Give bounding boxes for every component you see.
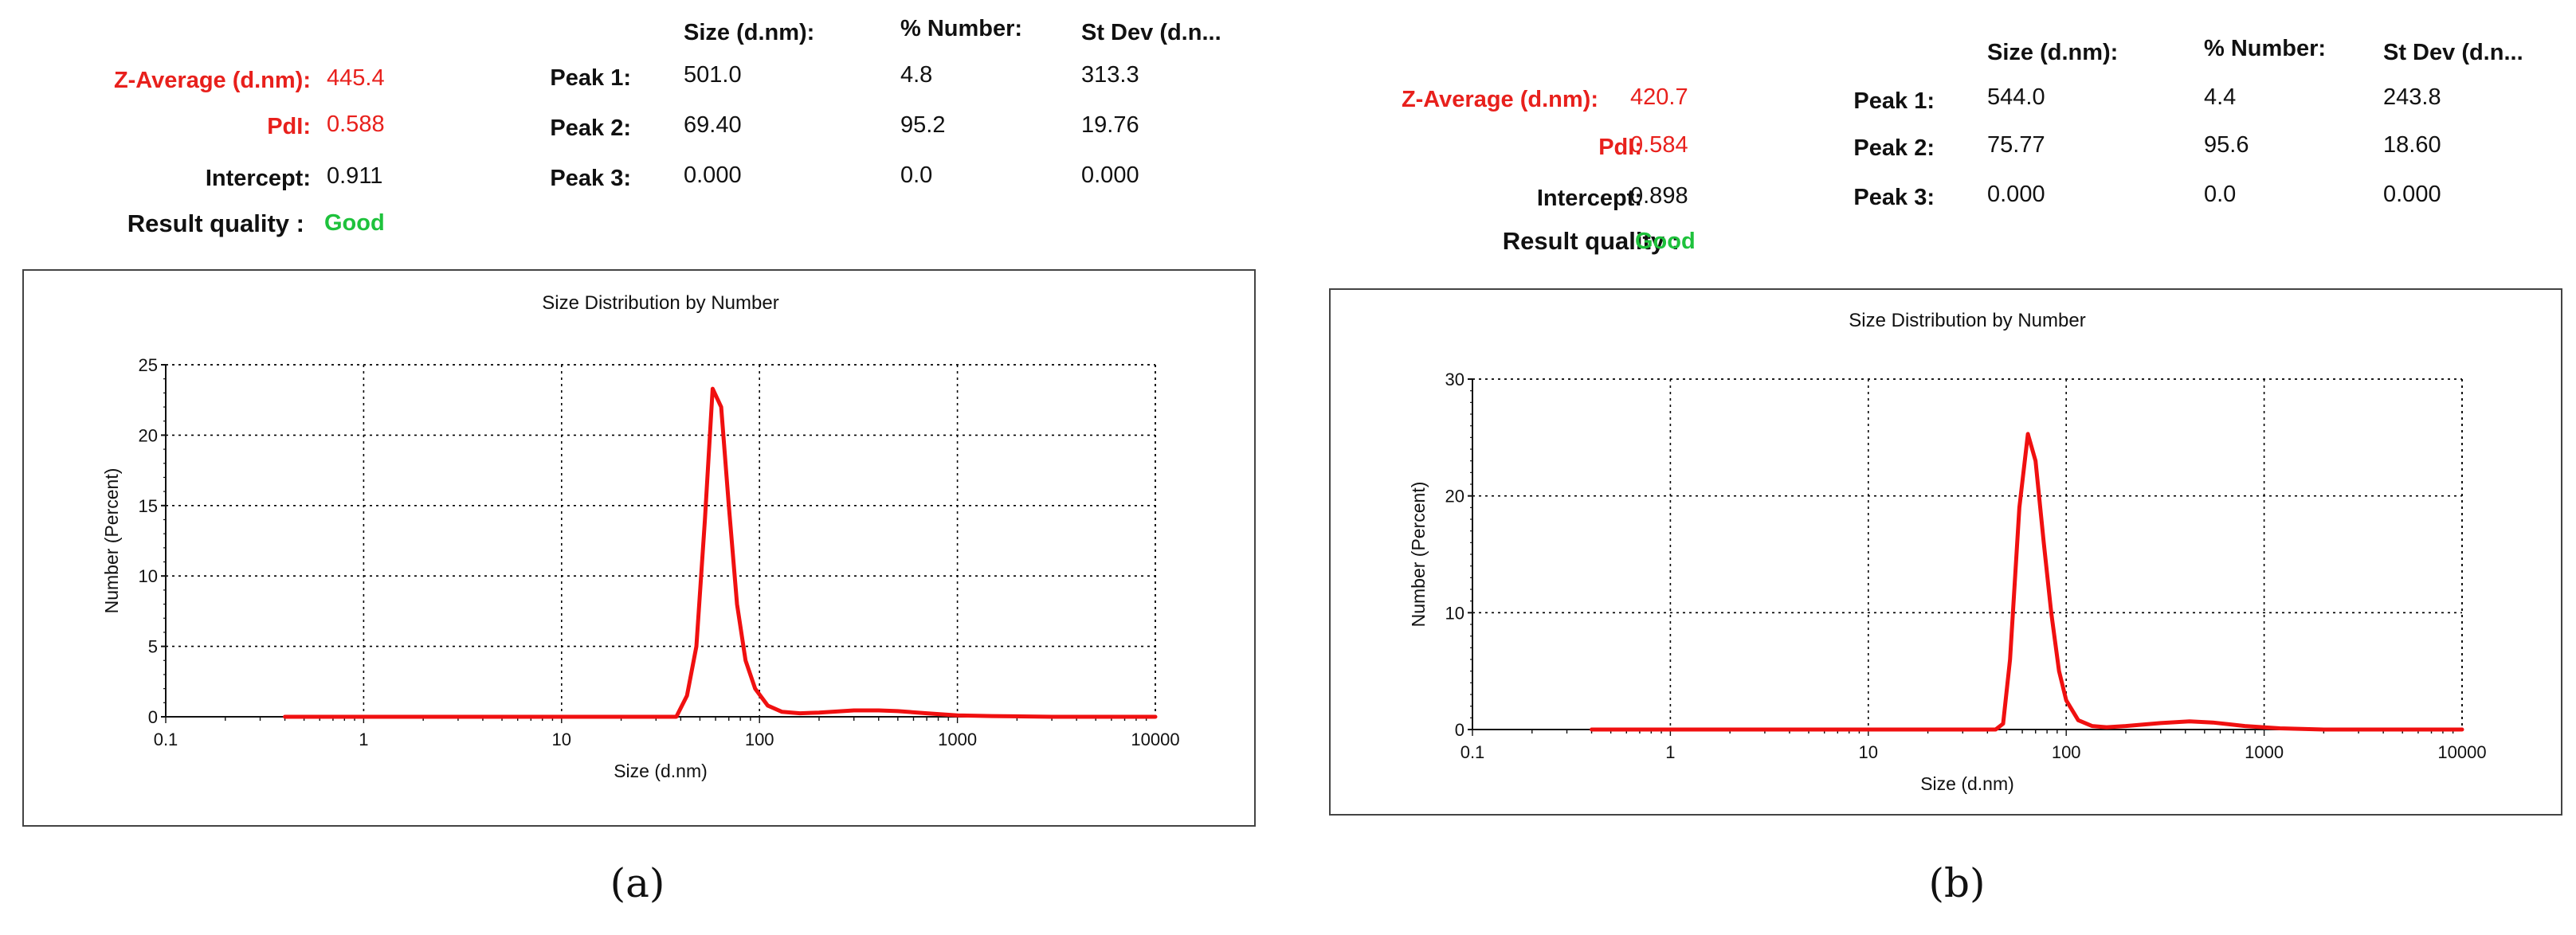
z-average-value: 420.7 [1630,84,1688,110]
distribution-curve [283,386,1158,719]
peak1-size: 501.0 [684,62,742,88]
y-axis-label: Number (Percent) [101,468,122,614]
y-tick-label: 25 [139,355,158,375]
x-axis-label: Size (d.nm) [614,761,708,781]
y-tick-label: 20 [139,425,158,445]
chart-title: Size Distribution by Number [542,292,778,314]
peak3-stdev: 0.000 [2383,182,2441,207]
header-stdev: St Dev (d.n... [2383,40,2523,65]
x-tick-label: 10000 [1131,730,1179,749]
y-tick-label: 10 [1445,603,1464,623]
x-tick-label: 10 [552,730,571,749]
panel-b: Z-Average (d.nm): 420.7 PdI: 0.584 Inter… [1288,0,2576,935]
header-size: Size (d.nm): [1987,40,2119,65]
peak1-label: Peak 1: [550,65,631,91]
x-tick-label: 100 [745,730,774,749]
pdi-label: PdI: [267,114,311,139]
pdi-label: PdI: [1598,135,1642,160]
peak2-label: Peak 2: [550,115,631,141]
caption-a: (a) [610,860,665,906]
x-tick-label: 100 [2052,742,2081,762]
y-tick-label: 0 [1455,720,1464,740]
x-axis-label: Size (d.nm) [1920,773,2014,794]
z-average-label: Z-Average (d.nm): [1401,87,1598,112]
peak2-stdev: 19.76 [1081,112,1139,138]
y-tick-label: 0 [148,707,158,727]
x-tick-label: 0.1 [154,730,178,749]
x-tick-label: 10 [1859,742,1878,762]
peak1-number: 4.8 [900,62,933,88]
intercept-label: Intercept: [205,166,311,191]
pdi-value: 0.584 [1630,132,1688,158]
chart-svg: Size Distribution by Number 0 5 10 15 20 25 0.1… [101,292,1180,781]
peak1-label: Peak 1: [1853,88,1935,114]
peak1-number: 4.4 [2204,84,2237,110]
intercept-label: Intercept: [1536,186,1642,211]
peak3-stdev: 0.000 [1081,162,1139,188]
peak1-size: 544.0 [1987,84,2045,110]
y-tick-label: 20 [1445,487,1464,507]
result-quality-value: Good [324,210,385,236]
x-tick-label: 10000 [2437,742,2486,762]
y-tick-label: 5 [148,637,158,657]
peak3-size: 0.000 [684,162,742,188]
z-average-label: Z-Average (d.nm): [113,68,311,93]
header-number: % Number: [2204,36,2327,61]
caption-b: (b) [1928,860,1986,906]
peak2-label: Peak 2: [1853,135,1935,161]
y-tick-label: 30 [1445,370,1464,389]
peak3-number: 0.0 [900,162,933,188]
peak2-number: 95.6 [2204,132,2249,158]
pdi-value: 0.588 [327,111,385,137]
peak2-size: 75.77 [1987,132,2045,158]
x-tick-label: 1000 [938,730,977,749]
chart-title: Size Distribution by Number [1849,310,2085,331]
result-quality-label: Result quality : [1502,227,1680,255]
size-distribution-chart-b: Size Distribution by Number 0 10 20 30 0.1 1 10… [1329,288,2562,816]
header-number: % Number: [900,16,1023,41]
intercept-value: 0.898 [1630,183,1688,209]
z-average-value: 445.4 [327,65,385,91]
y-tick-label: 10 [139,566,158,586]
intercept-value: 0.911 [327,163,383,189]
peak2-stdev: 18.60 [2383,132,2441,158]
peak2-size: 69.40 [684,112,742,138]
x-tick-label: 0.1 [1461,742,1485,762]
peak1-stdev: 243.8 [2383,84,2441,110]
y-tick-label: 15 [139,496,158,516]
distribution-curve [1590,432,2464,732]
header-size: Size (d.nm): [684,20,815,45]
result-quality-label: Result quality : [127,209,304,237]
x-tick-label: 1 [1665,742,1675,762]
peak3-label: Peak 3: [550,166,631,191]
peak3-number: 0.0 [2204,182,2237,207]
peak2-number: 95.2 [900,112,946,138]
result-quality-value: Good [1635,229,1696,254]
size-distribution-chart-a: Size Distribution by Number 0 5 10 15 20 25 0.1… [22,269,1256,827]
chart-svg: Size Distribution by Number 0 10 20 30 0.1 1 10… [1408,310,2487,794]
peak1-stdev: 313.3 [1081,62,1139,88]
y-axis-label: Number (Percent) [1408,482,1429,628]
header-stdev: St Dev (d.n... [1081,20,1221,45]
peak3-label: Peak 3: [1853,185,1935,210]
x-tick-label: 1000 [2245,742,2284,762]
x-tick-label: 1 [359,730,368,749]
peak3-size: 0.000 [1987,182,2045,207]
panel-a: Z-Average (d.nm): 445.4 PdI: 0.588 Inter… [22,16,1256,906]
